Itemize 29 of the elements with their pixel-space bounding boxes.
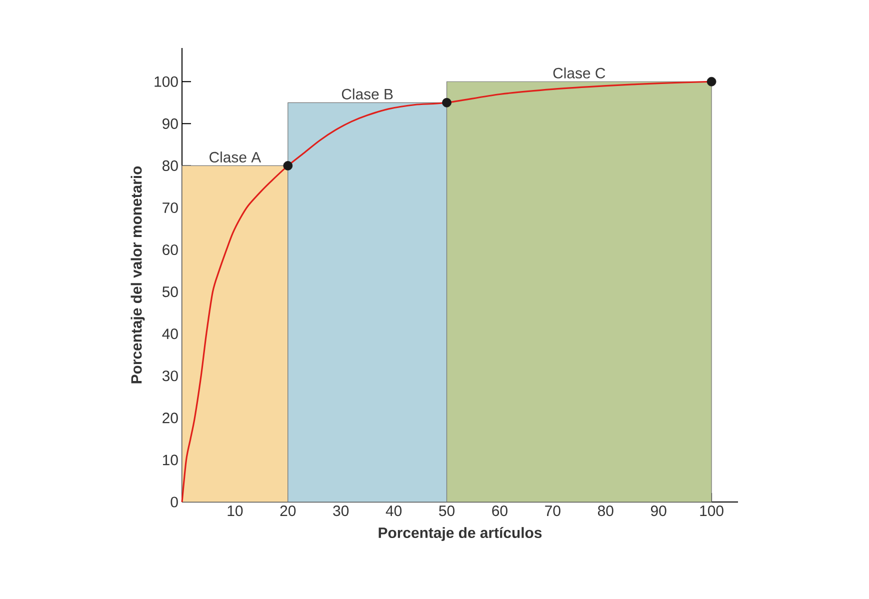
y-tick-label: 0 xyxy=(170,496,178,508)
y-tick-label: 60 xyxy=(162,244,178,256)
series-label: Clase C xyxy=(553,67,606,78)
series-label: Clase A xyxy=(210,152,262,163)
y-tick-label: 10 xyxy=(163,454,178,466)
x-tick-label: 40 xyxy=(386,506,402,516)
x-tick-label: 20 xyxy=(280,506,296,516)
y-tick-label: 100 xyxy=(154,76,178,87)
x-tick-label: 100 xyxy=(700,506,724,516)
point xyxy=(283,161,293,170)
y-tick-label: 40 xyxy=(162,328,178,340)
x-axis-title: Porcentaje de artículos xyxy=(378,526,542,541)
y-tick-label: 90 xyxy=(162,118,178,129)
y-tick-label: 70 xyxy=(162,202,178,214)
y-axis-title: Porcentaje del valor monetario xyxy=(130,166,145,384)
y-tick-label: 80 xyxy=(162,160,178,171)
y-tick-label: 20 xyxy=(162,412,178,424)
y-tick-label: 30 xyxy=(162,370,178,382)
x-tick-label: 60 xyxy=(492,506,508,516)
point xyxy=(706,76,716,86)
y-tick-label: 50 xyxy=(162,286,178,298)
point xyxy=(442,98,452,108)
series-label: Clase B xyxy=(342,88,393,100)
x-tick-label: 30 xyxy=(333,506,349,516)
x-tick-label: 90 xyxy=(650,506,666,516)
x-tick-label: 70 xyxy=(545,506,560,516)
x-tick-label: 80 xyxy=(598,506,614,516)
x-tick-label: 10 xyxy=(228,506,243,516)
x-tick-label: 50 xyxy=(439,506,454,516)
